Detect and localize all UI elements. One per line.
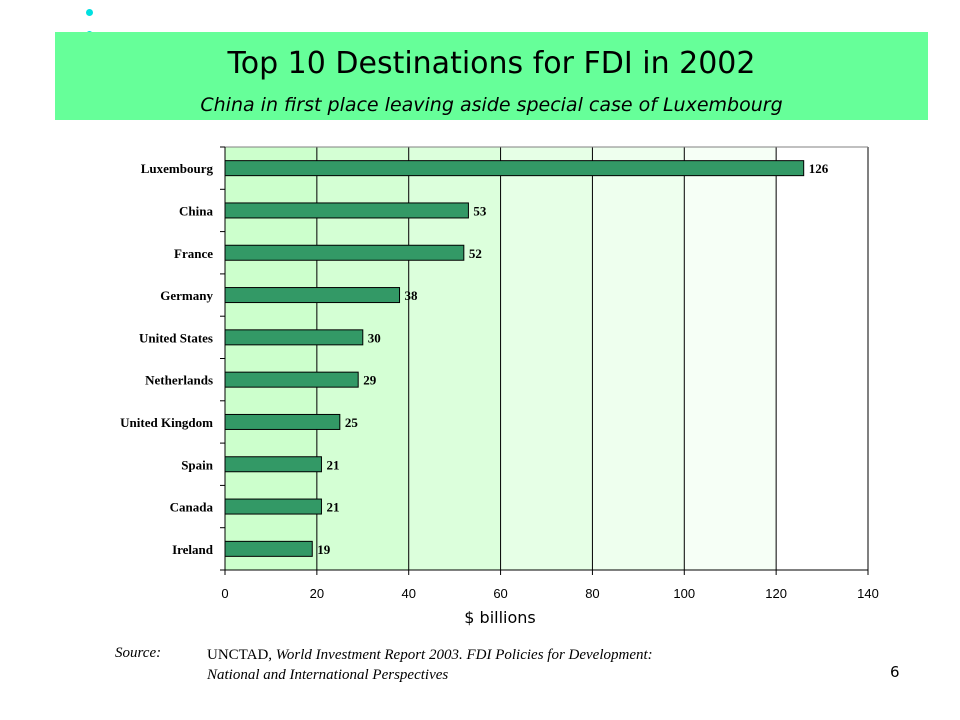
x-tick-label: 0 bbox=[221, 586, 228, 601]
category-label: Germany bbox=[160, 288, 213, 303]
data-label: 21 bbox=[326, 457, 339, 472]
bar bbox=[224, 329, 364, 346]
data-label: 19 bbox=[317, 542, 331, 557]
page-number: 6 bbox=[890, 663, 900, 681]
category-label: Netherlands bbox=[145, 373, 213, 388]
x-tick-label: 80 bbox=[585, 586, 599, 601]
data-label: 30 bbox=[368, 330, 381, 345]
source-work-2: National and International Perspectives bbox=[207, 667, 449, 683]
slide-title: Top 10 Destinations for FDI in 2002 bbox=[227, 46, 756, 81]
plot-band bbox=[684, 147, 777, 570]
x-tick-label: 100 bbox=[673, 586, 695, 601]
category-label: Luxembourg bbox=[141, 161, 214, 176]
plot-band bbox=[500, 147, 593, 570]
bullet-dot-1 bbox=[86, 9, 93, 16]
category-label: United Kingdom bbox=[120, 415, 213, 430]
data-label: 38 bbox=[405, 288, 419, 303]
bar bbox=[224, 498, 322, 515]
source-work: World Investment Report 2003. FDI Polici… bbox=[275, 647, 653, 663]
plot-band bbox=[592, 147, 685, 570]
data-label: 53 bbox=[473, 203, 487, 218]
bar bbox=[224, 160, 805, 177]
plot-band bbox=[776, 147, 868, 570]
bar bbox=[224, 287, 401, 304]
category-label: Spain bbox=[181, 457, 214, 472]
data-label: 21 bbox=[326, 500, 339, 515]
data-label: 126 bbox=[809, 161, 829, 176]
x-axis-label: $ billions bbox=[464, 608, 536, 627]
slide-subtitle: China in first place leaving aside speci… bbox=[200, 94, 783, 116]
bar bbox=[224, 244, 465, 261]
x-tick-label: 40 bbox=[401, 586, 415, 601]
source-text: UNCTAD, World Investment Report 2003. FD… bbox=[207, 645, 807, 685]
bar bbox=[224, 456, 322, 473]
data-label: 29 bbox=[363, 373, 377, 388]
bar bbox=[224, 202, 469, 219]
category-label: Canada bbox=[170, 500, 214, 515]
bar bbox=[224, 413, 341, 430]
title-banner: Top 10 Destinations for FDI in 2002 Chin… bbox=[55, 32, 928, 120]
category-label: Ireland bbox=[172, 542, 214, 557]
source-org: UNCTAD, bbox=[207, 647, 273, 663]
category-label: United States bbox=[139, 330, 213, 345]
bar bbox=[224, 540, 313, 557]
x-tick-label: 120 bbox=[765, 586, 787, 601]
x-tick-label: 60 bbox=[493, 586, 507, 601]
x-tick-label: 140 bbox=[857, 586, 879, 601]
source-label: Source: bbox=[115, 645, 162, 661]
data-label: 52 bbox=[469, 246, 482, 261]
category-label: France bbox=[174, 246, 213, 261]
x-tick-label: 20 bbox=[310, 586, 324, 601]
category-label: China bbox=[179, 203, 213, 218]
data-label: 25 bbox=[345, 415, 359, 430]
bar bbox=[224, 371, 359, 388]
